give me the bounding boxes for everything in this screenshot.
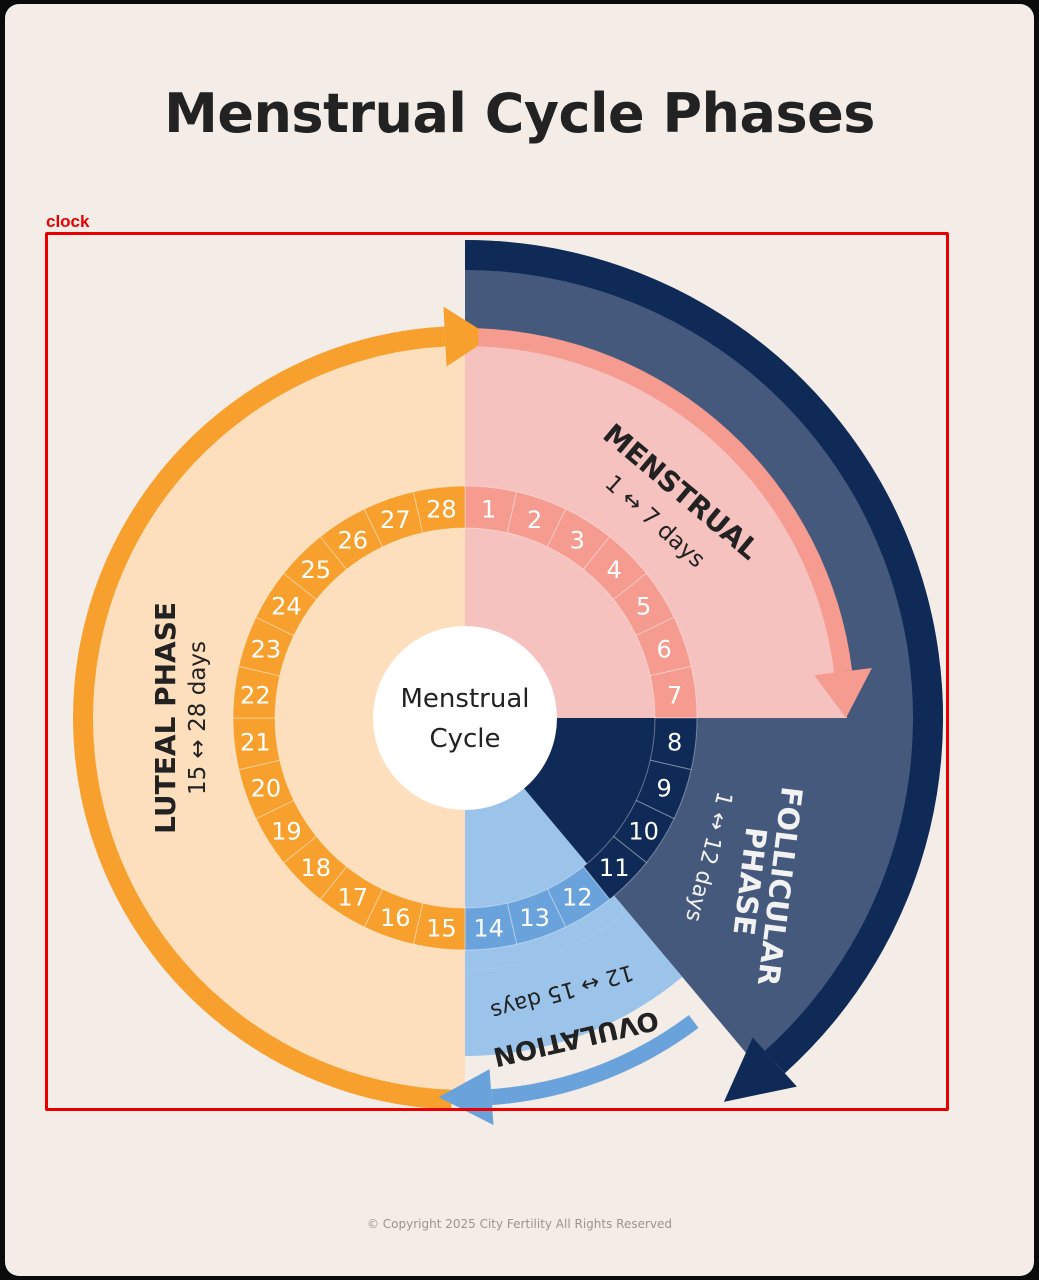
follicular-arrow-head: [723, 1037, 797, 1102]
day-number: 27: [380, 506, 411, 534]
luteal-arrow-head: [443, 306, 492, 367]
day-number: 22: [240, 681, 271, 709]
annotation-box: [45, 232, 949, 1111]
phase-arrows: [72, 240, 943, 1126]
day-number: 14: [473, 915, 504, 943]
day-segment: [363, 491, 424, 548]
day-segment: [319, 508, 384, 571]
day-number: 12: [562, 884, 593, 912]
day-number: 25: [301, 556, 332, 584]
day-number: 24: [271, 593, 302, 621]
day-number: 21: [240, 729, 271, 757]
day-segment: [238, 759, 295, 820]
day-ring: 1 234567891011121314151617181920212223242…: [232, 485, 698, 951]
center-circle: [373, 626, 557, 810]
copyright-footer: © Copyright 2025 City Fertility All Righ…: [366, 1217, 673, 1231]
day-number: 7: [667, 681, 682, 709]
luteal-range: 15 ↔ 28 days: [185, 641, 211, 795]
day-number: 20: [251, 775, 282, 803]
day-number: 17: [337, 884, 368, 912]
follicular-arrow-band: [465, 240, 943, 1074]
day-number: 18: [301, 854, 332, 882]
day-number: 13: [519, 904, 550, 932]
center-label-line1: Menstrual: [401, 684, 530, 714]
menstrual-arrow-head: [814, 668, 872, 718]
ovulation-arrow-head: [438, 1069, 494, 1126]
day-number: 16: [380, 904, 411, 932]
day-number: 28: [426, 495, 457, 523]
day-number: 10: [628, 817, 659, 845]
day-number: 3: [570, 526, 585, 554]
day-number: 1: [481, 495, 496, 523]
day-number: 23: [251, 635, 282, 663]
menstrual-fill: [465, 336, 847, 718]
day-segment: [255, 799, 318, 864]
day-number: 26: [337, 526, 368, 554]
luteal-title: LUTEAL PHASE: [149, 602, 182, 834]
day-segment: [282, 835, 348, 901]
ovulation-arrow-band: [490, 1015, 699, 1106]
day-number: 5: [636, 593, 651, 621]
day-segment: [546, 865, 611, 928]
day-number: 9: [657, 775, 672, 803]
day-segment: [612, 572, 675, 637]
day-segment: [412, 485, 466, 534]
day-segment: [282, 535, 348, 601]
page-title: Menstrual Cycle Phases: [164, 82, 875, 145]
day-number: 4: [607, 556, 622, 584]
menstrual-arrow-band: [477, 328, 853, 673]
center-label-line2: Cycle: [429, 724, 500, 754]
day-segment: [506, 888, 567, 945]
day-segment: [582, 535, 648, 601]
day-number: 8: [667, 729, 682, 757]
day-segment: [635, 616, 692, 677]
day-number: 2: [527, 506, 542, 534]
day-number: 15: [426, 915, 457, 943]
day-number: 6: [657, 635, 672, 663]
annotation-label: clock: [46, 212, 90, 231]
ovulation-outer-fill: [465, 911, 683, 1056]
menstrual-sector: [465, 336, 847, 718]
day-segment: [582, 835, 648, 901]
day-number: 11: [599, 854, 630, 882]
day-number: 19: [271, 817, 302, 845]
